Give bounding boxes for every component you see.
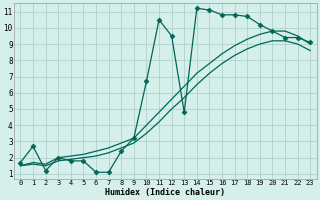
X-axis label: Humidex (Indice chaleur): Humidex (Indice chaleur) [105, 188, 225, 197]
